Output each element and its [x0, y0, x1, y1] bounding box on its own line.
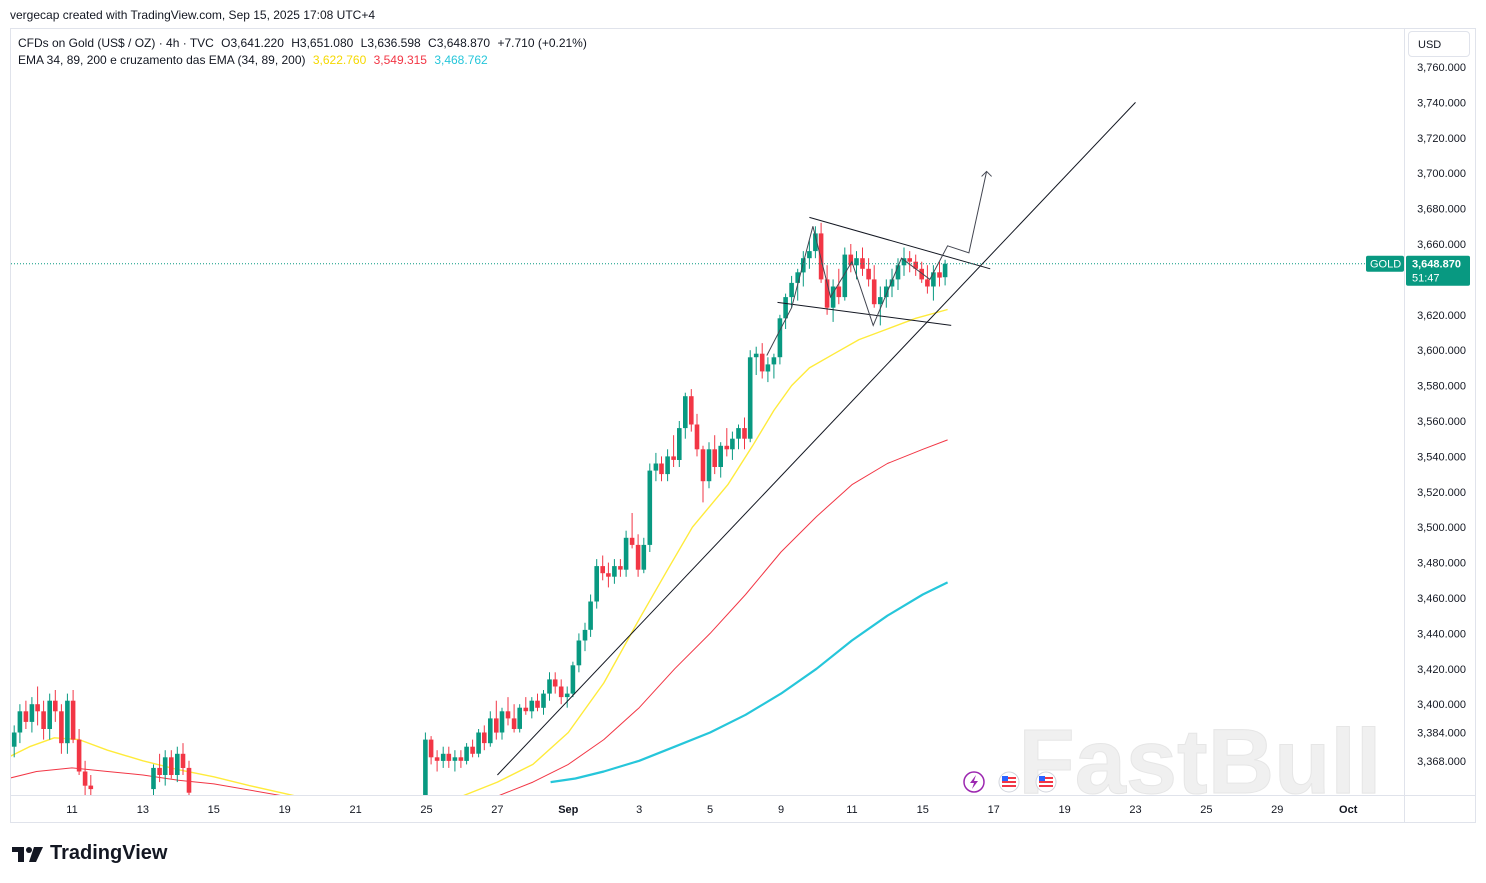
attribution-text: vergecap created with TradingView.com, S… — [10, 8, 375, 22]
legend-symbol-row[interactable]: CFDs on Gold (US$ / OZ) · 4h · TVC O3,64… — [18, 35, 591, 52]
legend-ema-row[interactable]: EMA 34, 89, 200 e cruzamento das EMA (34… — [18, 52, 591, 69]
legend-low: L3,636.598 — [360, 36, 421, 50]
legend-change: +7.710 (+0.21%) — [497, 36, 587, 50]
chart-legend: CFDs on Gold (US$ / OZ) · 4h · TVC O3,64… — [18, 35, 591, 69]
legend-ema-title: EMA 34, 89, 200 e cruzamento das EMA (34… — [18, 53, 306, 67]
tradingview-logo[interactable]: TradingView — [12, 842, 167, 865]
legend-ema34-value: 3,622.760 — [312, 53, 367, 67]
tradingview-logo-text: TradingView — [50, 842, 168, 864]
legend-ema89-value: 3,549.315 — [373, 53, 427, 67]
legend-high: H3,651.080 — [291, 36, 354, 50]
legend-close: C3,648.870 — [428, 36, 491, 50]
chart-frame — [10, 28, 1476, 823]
tradingview-logo-icon — [12, 846, 43, 862]
currency-button[interactable]: USD — [1408, 31, 1470, 57]
legend-open: O3,641.220 — [221, 36, 284, 50]
legend-symbol: CFDs on Gold (US$ / OZ) · 4h · TVC — [18, 36, 214, 50]
legend-ema200-value: 3,468.762 — [434, 53, 488, 67]
